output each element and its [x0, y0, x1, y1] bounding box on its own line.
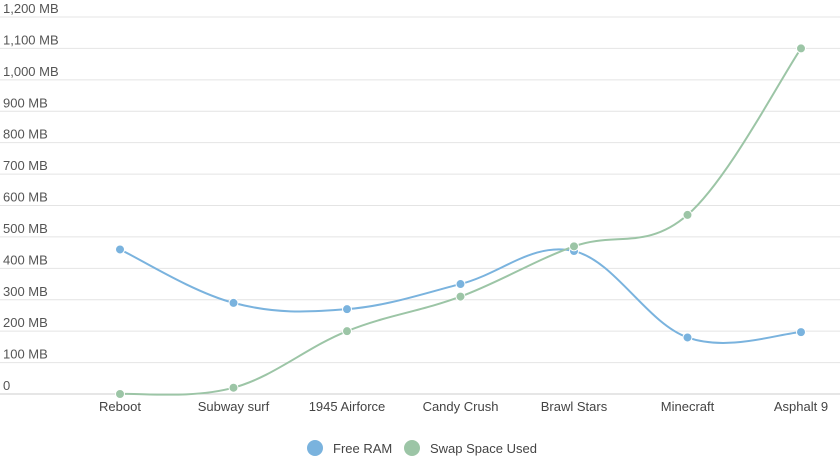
y-tick-label: 1,200 MB: [3, 1, 59, 16]
x-axis-ticks: Reboot Subway surf 1945 Airforce Candy Crus…: [99, 399, 828, 414]
y-tick-label: 0: [3, 378, 10, 393]
y-tick-label: 200 MB: [3, 315, 48, 330]
y-tick-label: 600 MB: [3, 190, 48, 205]
x-tick-label: Candy Crush: [423, 399, 499, 414]
y-axis-ticks: 0 100 MB 200 MB 300 MB 400 MB 500 MB 600 MB 700…: [3, 1, 59, 393]
data-point[interactable]: [455, 279, 466, 290]
series-swap-space-used: [115, 43, 806, 399]
data-point[interactable]: [796, 327, 806, 338]
legend-label: Free RAM: [333, 441, 392, 456]
data-point[interactable]: [455, 291, 466, 302]
grid-layer: [0, 16, 840, 395]
legend-swatch: [404, 440, 420, 456]
series-line: [119, 47, 802, 396]
data-point[interactable]: [342, 326, 352, 337]
data-point[interactable]: [796, 43, 806, 54]
data-point[interactable]: [569, 241, 579, 252]
x-tick-label: Brawl Stars: [541, 399, 608, 414]
y-tick-label: 300 MB: [3, 284, 48, 299]
legend-item[interactable]: Free RAM: [307, 440, 392, 456]
data-point[interactable]: [228, 297, 239, 308]
data-point[interactable]: [682, 209, 693, 220]
legend-swatch: [307, 440, 323, 456]
y-tick-label: 1,000 MB: [3, 64, 59, 79]
series-layer: [115, 43, 806, 399]
data-point[interactable]: [682, 332, 693, 343]
data-point[interactable]: [115, 244, 125, 255]
y-tick-label: 800 MB: [3, 127, 48, 142]
y-tick-label: 400 MB: [3, 252, 48, 267]
legend: Free RAM Swap Space Used: [307, 440, 537, 456]
y-tick-label: 900 MB: [3, 95, 48, 110]
y-tick-label: 700 MB: [3, 158, 48, 173]
x-tick-label: 1945 Airforce: [309, 399, 386, 414]
y-tick-label: 1,100 MB: [3, 32, 59, 47]
x-tick-label: Asphalt 9: [774, 399, 828, 414]
legend-item[interactable]: Swap Space Used: [404, 440, 537, 456]
x-tick-label: Reboot: [99, 399, 141, 414]
y-tick-label: 100 MB: [3, 347, 48, 362]
x-tick-label: Minecraft: [661, 399, 715, 414]
y-tick-label: 500 MB: [3, 221, 48, 236]
legend-label: Swap Space Used: [430, 441, 537, 456]
data-point[interactable]: [342, 304, 352, 315]
data-point[interactable]: [228, 382, 239, 393]
x-tick-label: Subway surf: [198, 399, 270, 414]
data-point[interactable]: [115, 389, 125, 399]
